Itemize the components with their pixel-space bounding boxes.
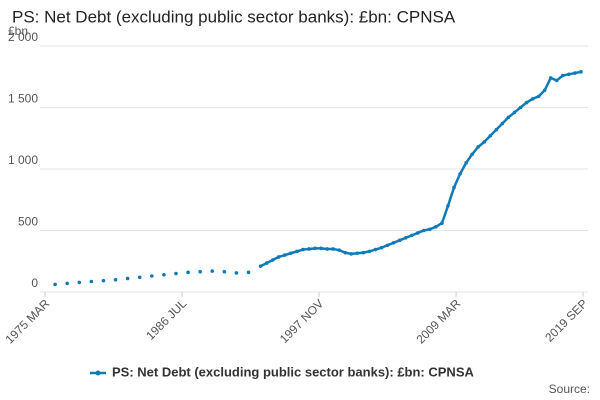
point (289, 251, 293, 256)
point (53, 282, 57, 287)
point (440, 221, 444, 225)
point (428, 227, 432, 232)
point (518, 105, 523, 110)
point (246, 270, 251, 275)
point (500, 121, 505, 126)
point (409, 233, 414, 238)
point (198, 269, 202, 274)
legend-marker (95, 370, 101, 376)
point (397, 238, 402, 243)
point (458, 172, 462, 176)
point (464, 161, 468, 165)
point (150, 274, 154, 278)
point (488, 133, 493, 138)
point (542, 88, 547, 93)
point (446, 204, 450, 208)
point (282, 253, 287, 257)
y-axis-label: £bn (8, 24, 28, 38)
point (524, 100, 529, 105)
point (210, 269, 215, 273)
point (343, 250, 348, 255)
point (313, 246, 317, 251)
legend-label: PS: Net Debt (excluding public sector ba… (112, 364, 474, 379)
point (276, 255, 281, 259)
point (162, 272, 166, 277)
point (186, 270, 190, 275)
point (548, 76, 553, 80)
point (125, 276, 130, 281)
point (325, 247, 329, 251)
point (361, 250, 366, 255)
point (421, 228, 426, 233)
y-tick-label: 2 000 (8, 30, 38, 44)
point (174, 271, 178, 276)
x-tick-label: 1975 MAR (2, 296, 52, 346)
point (270, 258, 275, 262)
point (554, 78, 559, 83)
point (349, 252, 354, 256)
point (264, 261, 269, 265)
point (391, 241, 396, 245)
point (385, 243, 390, 248)
point (301, 247, 305, 252)
y-tick-label: 1 500 (8, 92, 38, 106)
point (337, 248, 341, 252)
point (561, 73, 565, 78)
point (319, 246, 323, 251)
point (536, 94, 541, 99)
point (234, 271, 239, 275)
point (573, 71, 577, 75)
chart-title: PS: Net Debt (excluding public sector ba… (12, 7, 456, 26)
point (482, 140, 487, 144)
point (470, 152, 474, 157)
y-tick-label: 0 (31, 276, 38, 290)
point (476, 145, 480, 149)
y-tick-label: 500 (18, 215, 38, 229)
point (415, 231, 420, 235)
point (367, 249, 372, 254)
point (258, 264, 263, 268)
point (403, 236, 408, 240)
point (101, 278, 106, 283)
point (494, 127, 499, 132)
x-tick-label: 2019 SEP (542, 296, 590, 344)
point (579, 70, 583, 74)
point (512, 110, 517, 115)
x-tick-label: 1986 JUL (143, 296, 189, 342)
point (434, 225, 438, 229)
point (530, 97, 535, 101)
source: Source: (549, 382, 590, 396)
point (222, 269, 227, 274)
x-tick-label: 1997 NOV (277, 296, 327, 346)
point (137, 275, 142, 280)
point (113, 277, 118, 282)
y-tick-label: 1 000 (8, 153, 38, 167)
point (452, 185, 456, 190)
point (77, 280, 82, 285)
x-tick-label: 2009 MAR (413, 296, 463, 346)
point (355, 251, 360, 256)
point (65, 281, 69, 286)
point (89, 279, 94, 284)
point (506, 115, 511, 120)
point (373, 247, 378, 252)
point (295, 249, 299, 254)
point (379, 245, 384, 250)
point (331, 247, 335, 251)
point (307, 247, 311, 251)
point (567, 72, 571, 77)
